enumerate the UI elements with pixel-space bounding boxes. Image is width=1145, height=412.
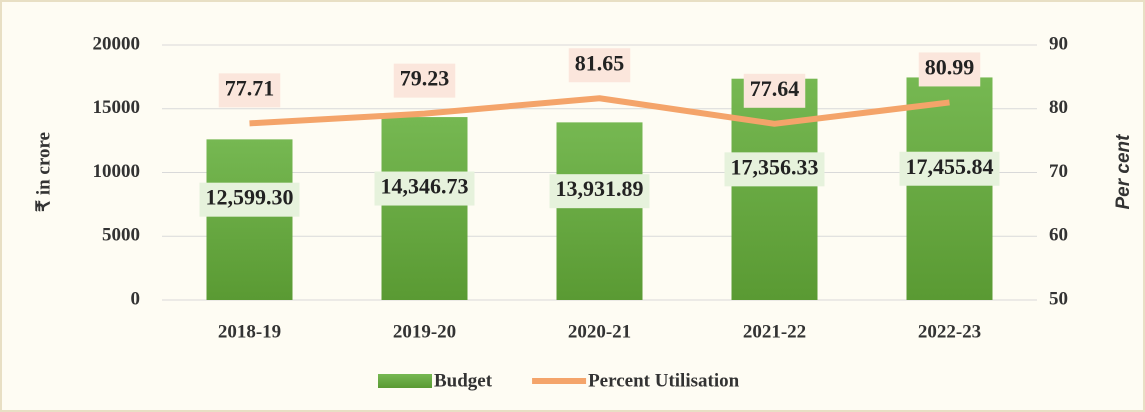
bar-value-label-group: 13,931.89 [549,174,650,209]
bar-value-label-group: 12,599.30 [199,182,300,217]
bar-value-label-box [374,171,475,206]
line-value-label-box [743,73,806,108]
line-value-label-group: 79.23 [393,63,456,98]
bar-value-label: 17,356.33 [731,154,819,179]
legend-label: Budget [434,370,493,391]
bar-value-label-box [899,151,1000,186]
line-value-label-box [918,52,981,87]
line-value-label: 80.99 [925,54,975,79]
y-axis-title: ₹ in crore [33,132,54,212]
bar [556,122,643,300]
line-value-label-group: 77.64 [743,73,806,108]
bar-value-label: 14,346.73 [381,174,469,199]
y2-axis-title: Per cent [1113,134,1134,210]
line-value-label-group: 80.99 [918,52,981,87]
bar-value-label-box [199,182,300,217]
line-value-label: 77.64 [750,76,800,101]
bar-value-label: 13,931.89 [556,176,644,201]
line [249,95,950,127]
line-value-label: 77.71 [225,75,275,100]
bar-value-label-group: 17,356.33 [724,152,825,187]
y-tick-label: 15000 [93,97,141,118]
y2-tick-label: 80 [1049,97,1068,118]
bar [731,78,818,301]
y-tick-label: 5000 [102,225,140,246]
bar-value-label-box [724,152,825,187]
y2-tick-label: 50 [1049,288,1068,309]
y-tick-label: 10000 [93,161,141,182]
y-tick-label: 0 [131,288,141,309]
x-tick-label: 2018-19 [218,321,281,342]
line-value-label-box [568,48,631,83]
line-value-label-box [393,63,456,98]
bar [206,139,293,300]
legend-label: Percent Utilisation [588,370,740,391]
bar [381,117,468,300]
x-tick-label: 2022-23 [918,321,981,342]
legend-marker [378,374,432,388]
bar-value-label: 12,599.30 [206,185,294,210]
bar-value-label: 17,455.84 [906,154,994,179]
y2-tick-label: 70 [1049,161,1068,182]
bar-value-label-group: 14,346.73 [374,171,475,206]
bar-value-label-group: 17,455.84 [899,151,1000,186]
bar-value-label-box [549,174,650,209]
line-value-label: 79.23 [400,66,450,91]
x-tick-label: 2021-22 [743,321,806,342]
x-tick-label: 2019-20 [393,321,456,342]
x-tick-label: 2020-21 [568,321,631,342]
bar [906,77,993,300]
line-value-label-group: 77.71 [218,73,281,108]
y-tick-label: 20000 [93,33,141,54]
y2-tick-label: 60 [1049,225,1068,246]
line-value-label: 81.65 [575,50,625,75]
line-value-label-group: 81.65 [568,48,631,83]
line-value-label-box [218,73,281,108]
y2-tick-label: 90 [1049,33,1068,54]
